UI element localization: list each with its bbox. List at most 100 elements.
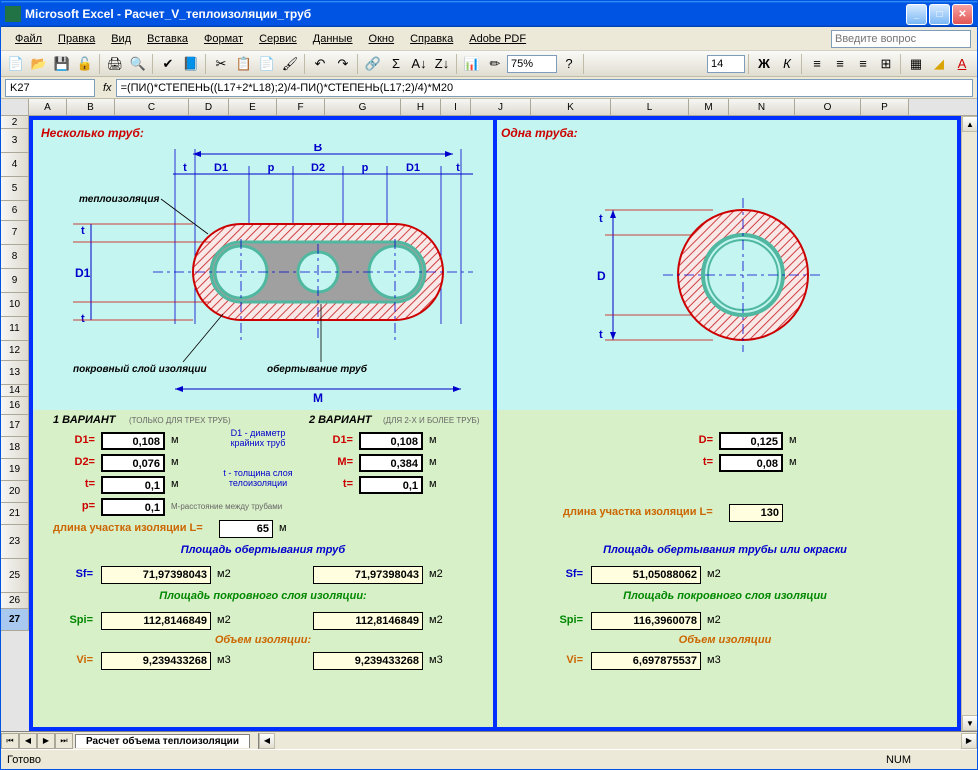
menu-data[interactable]: Данные bbox=[305, 31, 361, 47]
menu-file[interactable]: Файл bbox=[7, 31, 50, 47]
permission-icon[interactable]: 🔓 bbox=[74, 53, 96, 75]
align-center-icon[interactable]: ≡ bbox=[829, 53, 851, 75]
row-header[interactable]: 4 bbox=[1, 153, 29, 177]
format-painter-icon[interactable]: 🖌 bbox=[279, 53, 301, 75]
row-header[interactable]: 7 bbox=[1, 221, 29, 245]
menu-format[interactable]: Формат bbox=[196, 31, 251, 47]
undo-icon[interactable]: ↶ bbox=[309, 53, 331, 75]
row-header[interactable]: 6 bbox=[1, 201, 29, 221]
preview-icon[interactable]: 🔍 bbox=[127, 53, 149, 75]
open-icon[interactable]: 📂 bbox=[28, 53, 50, 75]
row-header[interactable]: 19 bbox=[1, 459, 29, 481]
copy-icon[interactable]: 📋 bbox=[233, 53, 255, 75]
drawing-icon[interactable]: ✏ bbox=[484, 53, 506, 75]
row-header[interactable]: 20 bbox=[1, 481, 29, 503]
row-header[interactable]: 8 bbox=[1, 245, 29, 269]
row-header[interactable]: 10 bbox=[1, 293, 29, 317]
minimize-button[interactable]: _ bbox=[906, 4, 927, 25]
redo-icon[interactable]: ↷ bbox=[332, 53, 354, 75]
d2-value[interactable]: 0,076 bbox=[101, 454, 165, 472]
col-header[interactable]: G bbox=[325, 99, 401, 115]
cut-icon[interactable]: ✂ bbox=[210, 53, 232, 75]
name-box[interactable] bbox=[5, 79, 95, 97]
row-header[interactable]: 2 bbox=[1, 116, 29, 129]
col-header[interactable]: E bbox=[229, 99, 277, 115]
col-header[interactable]: J bbox=[471, 99, 531, 115]
menu-help[interactable]: Справка bbox=[402, 31, 461, 47]
align-left-icon[interactable]: ≡ bbox=[806, 53, 828, 75]
sheet[interactable]: Несколько труб: bbox=[29, 116, 977, 731]
col-header[interactable]: K bbox=[531, 99, 611, 115]
t-value[interactable]: 0,1 bbox=[101, 476, 165, 494]
tab-first-icon[interactable]: ⏮ bbox=[1, 733, 19, 749]
sort-desc-icon[interactable]: Z↓ bbox=[431, 53, 453, 75]
research-icon[interactable]: 📘 bbox=[180, 53, 202, 75]
row-header[interactable]: 11 bbox=[1, 317, 29, 341]
new-icon[interactable]: 📄 bbox=[5, 53, 27, 75]
sheet-tab[interactable]: Расчет объема теплоизоляции bbox=[75, 734, 250, 748]
menu-service[interactable]: Сервис bbox=[251, 31, 305, 47]
col-header[interactable]: C bbox=[115, 99, 189, 115]
menu-pdf[interactable]: Adobe PDF bbox=[461, 31, 534, 47]
maximize-button[interactable]: □ bbox=[929, 4, 950, 25]
row-header[interactable]: 25 bbox=[1, 559, 29, 593]
bold-icon[interactable]: Ж bbox=[753, 53, 775, 75]
col-header[interactable]: H bbox=[401, 99, 441, 115]
formula-input[interactable] bbox=[116, 79, 973, 97]
menu-insert[interactable]: Вставка bbox=[139, 31, 196, 47]
menu-view[interactable]: Вид bbox=[103, 31, 139, 47]
row-header[interactable]: 9 bbox=[1, 269, 29, 293]
font-size-input[interactable] bbox=[707, 55, 745, 73]
sort-asc-icon[interactable]: A↓ bbox=[408, 53, 430, 75]
row-header[interactable]: 18 bbox=[1, 437, 29, 459]
row-header[interactable]: 21 bbox=[1, 503, 29, 525]
spell-icon[interactable]: ✔ bbox=[157, 53, 179, 75]
help-icon[interactable]: ? bbox=[558, 53, 580, 75]
tab-prev-icon[interactable]: ◀ bbox=[19, 733, 37, 749]
row-header[interactable]: 14 bbox=[1, 385, 29, 397]
font-color-icon[interactable]: A bbox=[951, 53, 973, 75]
row-header[interactable]: 5 bbox=[1, 177, 29, 201]
col-header[interactable]: F bbox=[277, 99, 325, 115]
col-header[interactable]: M bbox=[689, 99, 729, 115]
row-header[interactable]: 12 bbox=[1, 341, 29, 361]
menu-edit[interactable]: Правка bbox=[50, 31, 103, 47]
borders-icon[interactable]: ▦ bbox=[905, 53, 927, 75]
row-header[interactable]: 26 bbox=[1, 593, 29, 609]
merge-icon[interactable]: ⊞ bbox=[875, 53, 897, 75]
tab-last-icon[interactable]: ⏭ bbox=[55, 733, 73, 749]
row-header[interactable]: 16 bbox=[1, 397, 29, 415]
col-header[interactable]: N bbox=[729, 99, 795, 115]
col-header[interactable]: A bbox=[29, 99, 67, 115]
col-header[interactable]: I bbox=[441, 99, 471, 115]
col-header[interactable]: D bbox=[189, 99, 229, 115]
paste-icon[interactable]: 📄 bbox=[256, 53, 278, 75]
d1-value[interactable]: 0,108 bbox=[101, 432, 165, 450]
p-value[interactable]: 0,1 bbox=[101, 498, 165, 516]
close-button[interactable]: ✕ bbox=[952, 4, 973, 25]
italic-icon[interactable]: К bbox=[776, 53, 798, 75]
dlina-left-value[interactable]: 65 bbox=[219, 520, 273, 538]
menu-window[interactable]: Окно bbox=[361, 31, 403, 47]
sum-icon[interactable]: Σ bbox=[385, 53, 407, 75]
col-header[interactable]: O bbox=[795, 99, 861, 115]
row-header[interactable]: 17 bbox=[1, 415, 29, 437]
vertical-scrollbar[interactable]: ▲ ▼ bbox=[961, 116, 977, 731]
col-header[interactable]: P bbox=[861, 99, 909, 115]
col-header[interactable]: B bbox=[67, 99, 115, 115]
tab-next-icon[interactable]: ▶ bbox=[37, 733, 55, 749]
save-icon[interactable]: 💾 bbox=[51, 53, 73, 75]
print-icon[interactable]: 🖨 bbox=[104, 53, 126, 75]
col-header[interactable]: L bbox=[611, 99, 689, 115]
row-header[interactable]: 23 bbox=[1, 525, 29, 559]
align-right-icon[interactable]: ≡ bbox=[852, 53, 874, 75]
help-search-input[interactable] bbox=[831, 30, 971, 48]
horizontal-scrollbar[interactable]: ◀ ▶ bbox=[258, 733, 977, 749]
row-header[interactable]: 27 bbox=[1, 609, 29, 631]
row-header[interactable]: 3 bbox=[1, 129, 29, 153]
row-header[interactable]: 13 bbox=[1, 361, 29, 385]
link-icon[interactable]: 🔗 bbox=[362, 53, 384, 75]
zoom-input[interactable] bbox=[507, 55, 557, 73]
fill-color-icon[interactable]: ◢ bbox=[928, 53, 950, 75]
select-all-corner[interactable] bbox=[1, 99, 29, 115]
